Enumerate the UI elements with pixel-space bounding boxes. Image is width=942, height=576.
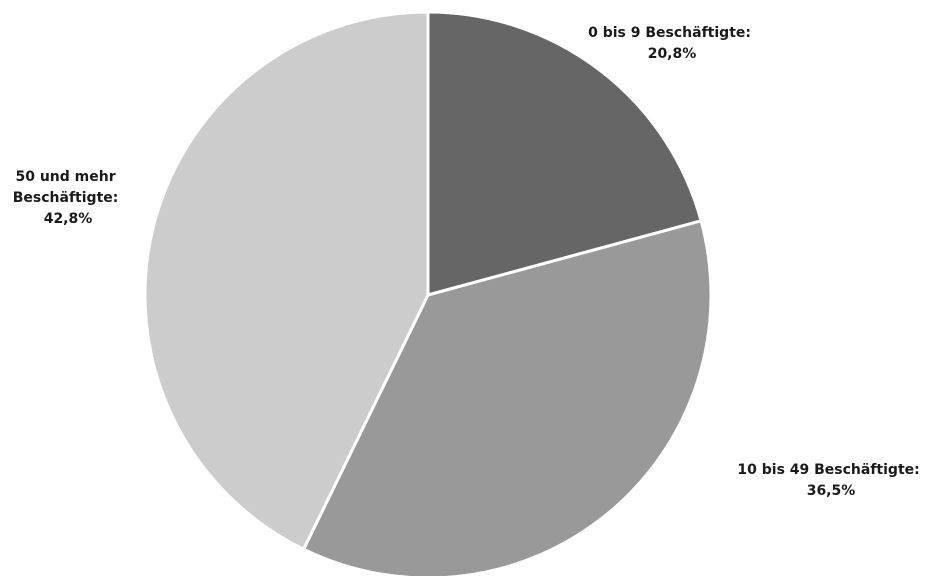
slice-label-10-49-value: 36,5% xyxy=(807,483,856,499)
slice-0-9-beschaeftigte xyxy=(426,10,703,297)
pie-slices xyxy=(143,10,713,576)
slice-label-50-plus-value: 42,8% xyxy=(44,211,93,227)
slice-label-0-9: 0 bis 9 Beschäftigte: 20,8% xyxy=(588,25,756,62)
slice-label-10-49: 10 bis 49 Beschäftigte: 36,5% xyxy=(737,462,924,499)
slice-label-10-49-name: 10 bis 49 Beschäftigte: xyxy=(737,462,919,478)
slice-10-49-beschaeftigte xyxy=(302,219,713,576)
slice-label-50-plus-line2: Beschäftigte: xyxy=(13,190,119,206)
slice-label-0-9-value: 20,8% xyxy=(648,46,697,62)
slice-50-und-mehr-beschaeftigte xyxy=(143,10,430,551)
slice-label-0-9-name: 0 bis 9 Beschäftigte: xyxy=(588,25,751,41)
slice-label-50-plus-line1: 50 und mehr xyxy=(15,169,115,185)
slice-label-50-plus: 50 und mehr Beschäftigte: 42,8% xyxy=(13,169,123,227)
